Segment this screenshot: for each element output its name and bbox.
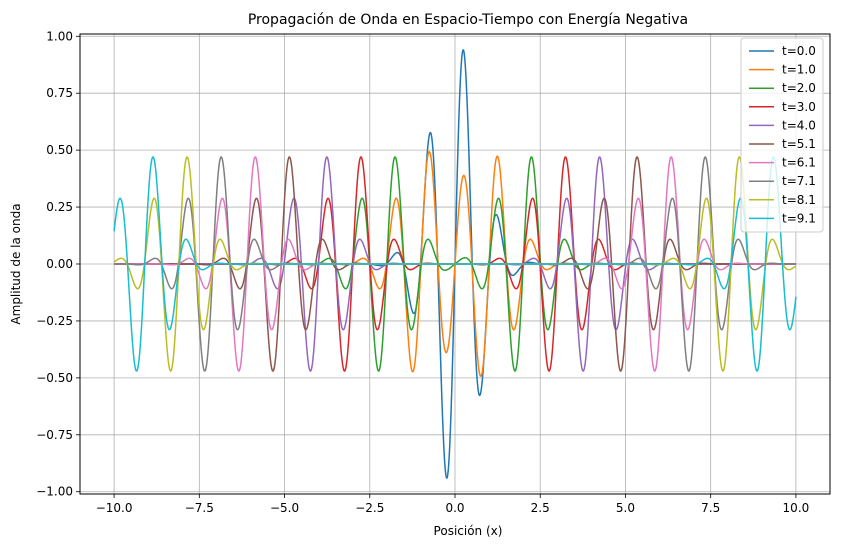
y-tick-label: −0.50: [36, 371, 73, 385]
y-tick-label: 0.00: [46, 257, 73, 271]
y-axis-ticks: −1.00 −0.75 −0.50 −0.25 0.00 0.25 0.50 0.75 1.00: [36, 29, 80, 499]
legend-box: [740, 37, 824, 233]
x-tick-label: 0.0: [445, 501, 464, 515]
x-tick-label: −10.0: [96, 501, 133, 515]
series-line: [113, 156, 797, 372]
x-tick-label: 10.0: [783, 501, 810, 515]
x-tick-label: 2.5: [531, 501, 550, 515]
legend-label: t=6.1: [782, 156, 816, 170]
y-tick-label: 0.50: [46, 143, 73, 157]
y-tick-label: −0.75: [36, 428, 73, 442]
legend-label: t=7.1: [782, 174, 816, 188]
legend-label: t=3.0: [782, 100, 816, 114]
legend-label: t=8.1: [782, 193, 816, 207]
y-tick-label: 1.00: [46, 29, 73, 43]
y-axis-label: Amplitud de la onda: [9, 203, 23, 324]
y-tick-label: 0.75: [46, 86, 73, 100]
x-tick-label: −7.5: [185, 501, 214, 515]
x-axis-label: Posición (x): [434, 524, 503, 538]
x-axis-ticks: −10.0 −7.5 −5.0 −2.5 0.0 2.5 5.0 7.5 10.0: [96, 494, 810, 515]
legend-label: t=5.1: [782, 137, 816, 151]
legend-label: t=2.0: [782, 81, 816, 95]
legend-label: t=9.1: [782, 211, 816, 225]
x-tick-label: 7.5: [701, 501, 720, 515]
series-lines: [113, 49, 797, 479]
plot-frame: [79, 33, 831, 495]
y-tick-label: 0.25: [46, 200, 73, 214]
legend-label: t=0.0: [782, 44, 816, 58]
y-tick-label: −0.25: [36, 314, 73, 328]
x-tick-label: 5.0: [616, 501, 635, 515]
legend: t=0.0 t=1.0 t=2.0 t=3.0 t=4.0 t=5.1 t=6.1 t=7.1…: [740, 37, 824, 233]
chart-title: Propagación de Onda en Espacio-Tiempo co…: [248, 12, 688, 28]
legend-label: t=4.0: [782, 118, 816, 132]
y-tick-label: −1.00: [36, 485, 73, 499]
x-tick-label: −5.0: [270, 501, 299, 515]
x-tick-label: −2.5: [355, 501, 384, 515]
legend-label: t=1.0: [782, 63, 816, 77]
